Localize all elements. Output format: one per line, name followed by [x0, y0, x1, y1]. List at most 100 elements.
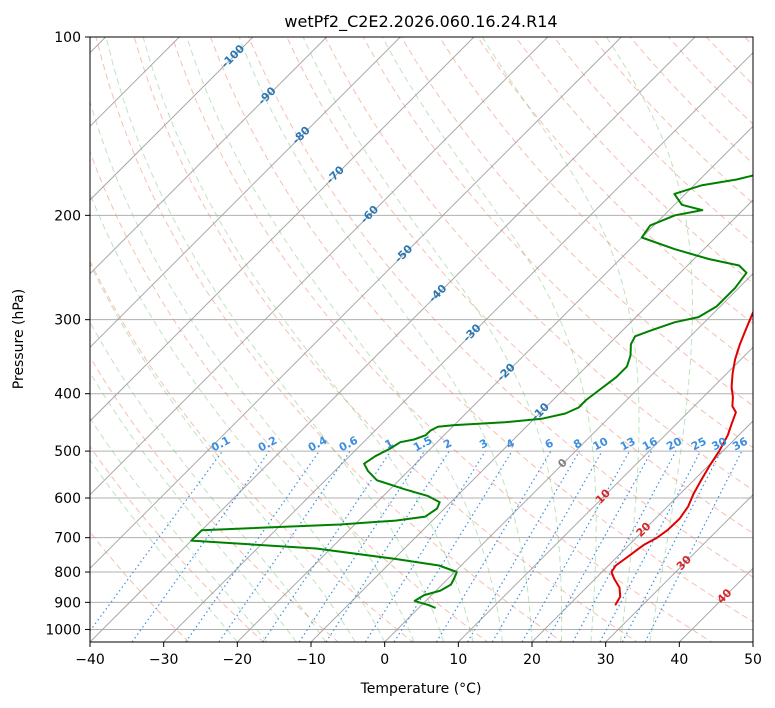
isotherm-line	[90, 37, 622, 570]
moist-adiabat	[381, 37, 597, 642]
y-tick-label: 1000	[45, 622, 81, 638]
isotherm-label: 0	[555, 456, 570, 471]
mixing-ratio-line	[393, 450, 513, 642]
y-tick-label: 400	[54, 387, 81, 403]
isotherm-line	[90, 37, 401, 349]
isotherm-line	[163, 51, 753, 642]
isotherm-label: -20	[495, 361, 518, 384]
dry-adiabat	[90, 150, 489, 642]
mixing-ratio-line	[491, 450, 603, 642]
isotherm-label: -80	[290, 124, 313, 147]
x-tick-label: 40	[670, 652, 688, 668]
mixing-ratio-line	[298, 450, 425, 642]
isotherm-line	[90, 37, 549, 496]
mixing-ratio-label: 4	[504, 436, 517, 451]
isotherm-line	[90, 37, 328, 275]
mixing-ratio-label: 2	[441, 436, 454, 451]
moist-adiabat	[105, 37, 445, 642]
x-tick-label: 10	[449, 652, 467, 668]
mixing-ratio-label: 20	[664, 434, 684, 453]
moist-adiabat	[302, 37, 563, 642]
temperature-profile-line	[610, 310, 753, 606]
background-lines	[90, 37, 753, 642]
x-tick-label: −40	[75, 652, 105, 668]
moist-adiabat	[90, 262, 356, 642]
mixing-ratio-label: 13	[618, 435, 638, 454]
x-tick-label: −30	[149, 652, 179, 668]
x-tick-label: −10	[296, 652, 326, 668]
mixing-ratio-label: 36	[730, 435, 750, 454]
isotherm-line	[90, 37, 696, 642]
mixing-ratio-label: 30	[710, 435, 730, 454]
dry-adiabat	[171, 37, 713, 642]
dry-adiabat	[744, 37, 753, 47]
moist-adiabat	[90, 99, 415, 642]
x-axis-label: Temperature (°C)	[360, 681, 482, 697]
y-tick-label: 500	[54, 444, 81, 460]
axes: −40 −30 −20 −10 0 10 20 30 40 5010020030040050060…	[45, 30, 762, 668]
plot-frame	[89, 36, 754, 643]
moist-adiabat	[186, 37, 503, 642]
y-axis-label: Pressure (hPa)	[11, 289, 27, 389]
moist-adiabat	[90, 192, 386, 642]
chart-title: wetPf2_C2E2.2026.060.16.24.R14	[284, 12, 557, 32]
mixing-ratio-label: 16	[640, 435, 660, 454]
mixing-ratio-line	[599, 450, 702, 642]
dry-adiabat	[133, 37, 638, 642]
isotherm-line	[310, 199, 753, 642]
y-tick-label: 600	[54, 491, 81, 507]
profiles	[190, 174, 753, 609]
mixing-ratio-line	[572, 450, 677, 642]
moist-adiabat	[142, 37, 474, 642]
x-tick-label: −20	[223, 652, 253, 668]
dry-adiabat	[95, 37, 564, 642]
mixing-ratio-line	[644, 450, 743, 642]
isotherm-line	[457, 346, 753, 642]
mixing-ratio-lines	[90, 450, 743, 642]
mixing-ratio-line	[364, 450, 486, 642]
isotherm-label: -70	[324, 163, 347, 186]
isotherm-label: 30	[674, 553, 694, 573]
dry-adiabat	[90, 531, 190, 642]
y-tick-label: 900	[54, 595, 81, 611]
mixing-ratio-label: 10	[591, 434, 611, 453]
mixing-ratio-line	[521, 450, 631, 642]
mixing-ratio-line	[185, 450, 320, 642]
isotherm-line	[678, 567, 753, 642]
moist-adiabat	[90, 371, 297, 642]
mixing-ratio-line	[435, 450, 552, 642]
moist-adiabat	[238, 37, 533, 642]
moist-adiabat	[481, 37, 640, 642]
dewpoint-profile-line	[190, 174, 753, 609]
isotherm-line	[752, 641, 753, 642]
dry-adiabat	[438, 37, 753, 366]
moist-adiabat	[90, 417, 268, 642]
moist-adiabat	[90, 321, 327, 642]
isotherm-label: -40	[426, 282, 449, 305]
mixing-ratio-line	[325, 450, 450, 642]
moist-adiabat	[90, 459, 238, 642]
isotherm-line	[605, 493, 753, 642]
dry-adiabat	[477, 37, 753, 325]
mixing-ratio-label: 6	[543, 436, 556, 451]
mixing-ratio-line	[545, 450, 653, 642]
dry-adiabat	[324, 37, 753, 491]
isotherm-line	[236, 125, 753, 642]
isotherm-line	[90, 37, 254, 201]
y-tick-label: 800	[54, 565, 81, 581]
y-tick-label: 700	[54, 531, 81, 547]
dry-adiabat	[286, 37, 753, 534]
dry-adiabat	[248, 37, 753, 578]
x-tick-label: 20	[523, 652, 541, 668]
moist-adiabat	[606, 37, 693, 642]
y-tick-label: 200	[54, 208, 81, 224]
dry-adiabat	[90, 356, 339, 642]
isotherm-line	[531, 420, 753, 642]
x-tick-label: 30	[597, 652, 615, 668]
isotherm-line	[90, 37, 475, 422]
y-tick-label: 300	[54, 313, 81, 329]
dry-adiabat	[400, 37, 753, 407]
mixing-ratio-line	[131, 450, 270, 642]
dry-adiabat	[90, 445, 265, 642]
